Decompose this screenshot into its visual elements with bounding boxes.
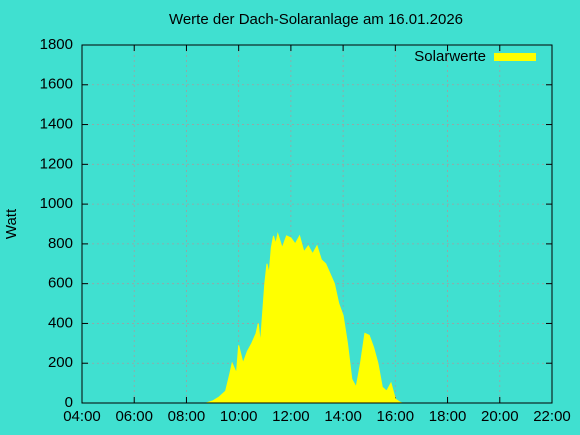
y-tick-label: 1800 bbox=[40, 36, 73, 53]
y-tick-label: 1600 bbox=[40, 76, 73, 93]
x-tick-label: 20:00 bbox=[481, 408, 519, 425]
x-tick-label: 04:00 bbox=[63, 408, 101, 425]
x-tick-label: 14:00 bbox=[324, 408, 362, 425]
area bbox=[205, 231, 403, 404]
x-tick-label: 16:00 bbox=[377, 408, 415, 425]
x-tick-label: 12:00 bbox=[272, 408, 310, 425]
chart-title: Werte der Dach-Solaranlage am 16.01.2026 bbox=[169, 11, 463, 28]
y-tick-label: 1400 bbox=[40, 116, 73, 133]
legend-swatch bbox=[494, 53, 536, 61]
y-tick-label: 600 bbox=[48, 275, 73, 292]
x-tick-label: 18:00 bbox=[429, 408, 467, 425]
x-tick-label: 06:00 bbox=[115, 408, 153, 425]
x-tick-label: 22:00 bbox=[533, 408, 571, 425]
y-axis-label: Watt bbox=[3, 208, 20, 239]
plot-border bbox=[81, 44, 553, 404]
y-tick-label: 200 bbox=[48, 354, 73, 371]
y-tick-label: 0 bbox=[65, 394, 73, 411]
y-tick-label: 1000 bbox=[40, 195, 73, 212]
y-tick-label: 800 bbox=[48, 235, 73, 252]
legend-label: Solarwerte bbox=[414, 48, 486, 65]
y-tick-label: 400 bbox=[48, 314, 73, 331]
y-tick-label: 1200 bbox=[40, 155, 73, 172]
x-tick-label: 10:00 bbox=[220, 408, 258, 425]
x-tick-label: 08:00 bbox=[168, 408, 206, 425]
